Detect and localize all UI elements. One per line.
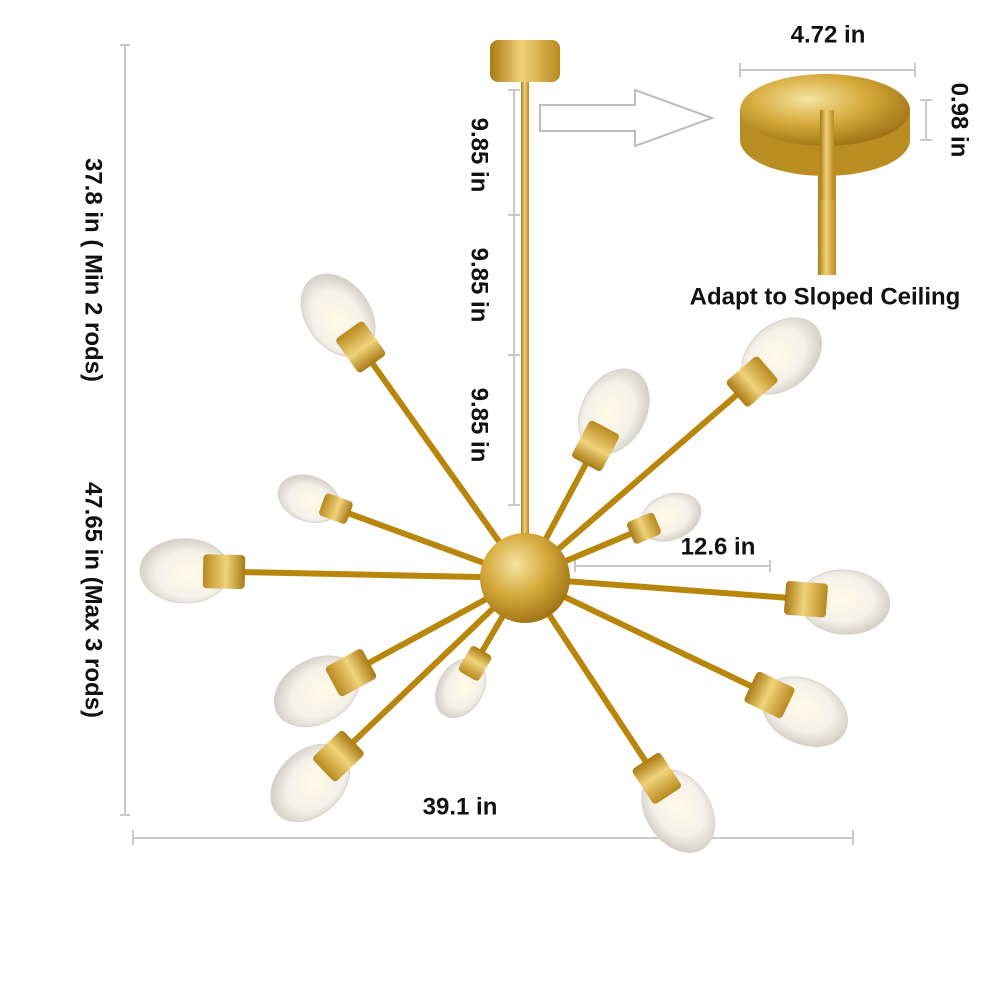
arrow xyxy=(539,88,715,148)
socket xyxy=(336,321,386,373)
width-dimension-line xyxy=(132,830,854,845)
rod-length-label: 9.85 in xyxy=(466,118,493,193)
canopy-height-label: 0.98 in xyxy=(946,83,973,158)
inset-nipple xyxy=(820,110,834,200)
socket xyxy=(572,420,620,472)
socket xyxy=(784,580,828,618)
stem xyxy=(521,80,529,535)
canopy-height-line xyxy=(920,99,932,141)
socket xyxy=(632,753,681,804)
rod-dimension-line xyxy=(508,89,520,506)
height-max-label: 47.65 in (Max 3 rods) xyxy=(80,482,107,718)
rod-length-label: 9.85 in xyxy=(466,248,493,323)
socket xyxy=(458,646,492,681)
height-min-label: 37.8 in ( Min 2 rods) xyxy=(80,158,107,382)
total-width-label: 39.1 in xyxy=(423,793,498,820)
socket xyxy=(202,554,246,590)
socket xyxy=(744,671,795,718)
height-dimension-line xyxy=(120,44,130,816)
arm-rod xyxy=(522,389,743,581)
rod-length-label: 9.85 in xyxy=(466,388,493,463)
canopy-width-label: 4.72 in xyxy=(791,21,866,48)
socket xyxy=(319,493,353,524)
socket xyxy=(325,649,377,697)
arm-dimension-line xyxy=(574,560,771,572)
socket xyxy=(313,730,364,782)
center-sphere xyxy=(480,533,570,623)
socket xyxy=(726,356,778,407)
socket xyxy=(627,512,661,544)
canopy-note: Adapt to Sloped Ceiling xyxy=(690,283,961,310)
canopy-width-line xyxy=(739,63,916,77)
canopy xyxy=(490,40,560,82)
arm-length-label: 12.6 in xyxy=(681,533,756,560)
arm-rod xyxy=(237,569,528,581)
